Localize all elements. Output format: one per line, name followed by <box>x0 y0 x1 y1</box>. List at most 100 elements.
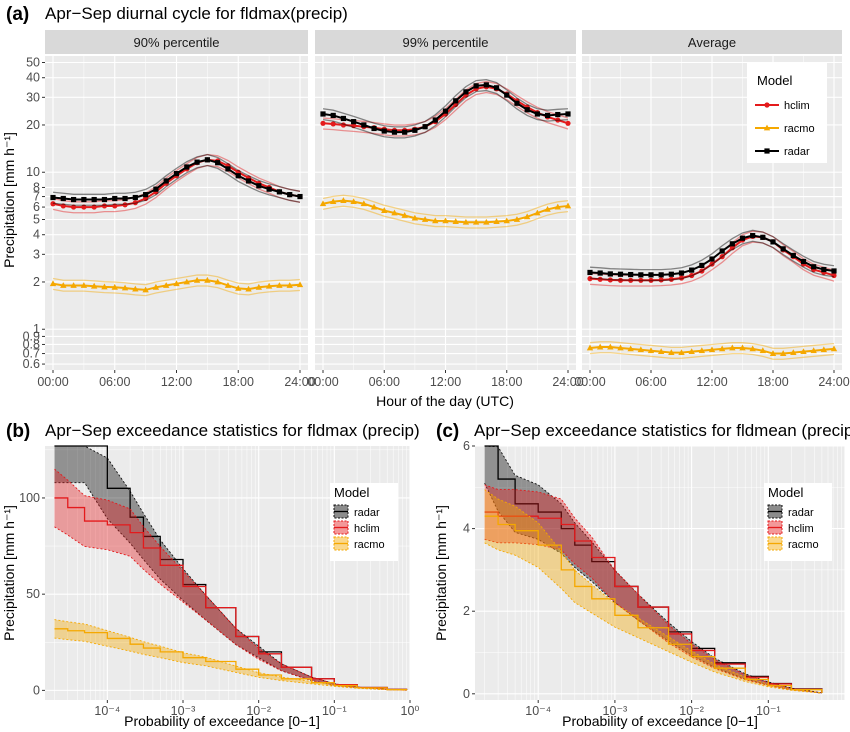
series-radar-point <box>821 266 827 273</box>
series-racmo-point <box>779 350 787 356</box>
series-radar-point <box>297 193 303 200</box>
series-hclim-point <box>607 277 613 283</box>
series-hclim-point <box>91 204 97 210</box>
series-racmo-point <box>401 212 408 218</box>
series-radar-point <box>381 128 387 134</box>
y-tick-label: 4 <box>463 522 470 536</box>
series-racmo-point <box>193 276 201 283</box>
series-racmo-point <box>637 346 645 353</box>
series-hclim-point <box>330 121 336 127</box>
series-radar-point <box>361 122 367 128</box>
series-radar-point <box>245 178 252 184</box>
series-hclim-point <box>60 203 66 209</box>
ensemble-member-line <box>322 78 569 128</box>
series-radar-point <box>225 166 231 172</box>
facet-strip-label: 99% percentile <box>403 35 489 50</box>
legend-key-point <box>764 148 770 154</box>
series-radar-point <box>750 232 756 239</box>
series-radar-point <box>689 267 695 273</box>
series-hclim-point <box>628 277 634 283</box>
series-racmo-point <box>370 203 378 210</box>
series-radar-point <box>442 108 449 114</box>
series-hclim-point <box>50 201 56 207</box>
series-radar-point <box>790 252 796 259</box>
series-racmo <box>586 341 838 360</box>
series-racmo-point <box>204 276 211 283</box>
series-radar-point <box>811 264 817 270</box>
series-racmo-point <box>265 282 273 289</box>
series-radar-point <box>760 234 766 240</box>
legend-label: hclim <box>788 523 814 535</box>
series-racmo-point <box>607 343 614 350</box>
legend-label: radar <box>354 507 380 519</box>
y-tick-label: 5 <box>33 212 40 226</box>
series-racmo-point <box>718 345 726 352</box>
series-radar-point <box>132 194 138 201</box>
panel-a-title: Apr−Sep diurnal cycle for fldmax(precip) <box>45 4 348 23</box>
series-racmo <box>54 619 408 691</box>
series-radar-point <box>565 111 571 117</box>
series-radar-point <box>668 271 674 277</box>
series-racmo-point <box>183 278 190 285</box>
series-line <box>54 497 408 691</box>
panel-a-plot: 90% percentile 00:00 06:00 12:00 18:00 24:00 9… <box>23 30 850 389</box>
series-radar-point <box>432 117 438 123</box>
series-hclim-point <box>101 203 108 209</box>
band-lower-edge <box>54 482 407 691</box>
series-hclim-point <box>565 120 571 126</box>
series-radar-point <box>143 192 149 198</box>
series-racmo-point <box>286 282 293 288</box>
y-tick-label: 20 <box>26 118 40 132</box>
x-tick-label: 18:00 <box>223 375 254 389</box>
facet-strip <box>582 30 842 54</box>
x-tick-label: 10⁻² <box>246 704 271 718</box>
uncertainty-band <box>484 489 822 694</box>
panel-b-ylabel: Precipitation [mm h⁻¹] <box>1 505 17 641</box>
band-lower-edge <box>484 482 822 694</box>
series-radar-point <box>60 195 66 202</box>
series-radar-point <box>256 183 262 189</box>
facet-strip <box>315 30 576 54</box>
y-tick-label: 50 <box>26 587 40 601</box>
series-line <box>484 515 823 693</box>
panel-b-label: (b) <box>6 421 30 442</box>
x-tick-label: 10⁻³ <box>171 704 196 718</box>
series-racmo-point <box>678 349 685 355</box>
series-radar-point <box>678 270 685 276</box>
series-radar-point <box>831 268 837 274</box>
band-lower-edge <box>484 542 822 694</box>
legend-label: hclim <box>354 523 380 535</box>
ensemble-member-line <box>589 352 835 360</box>
series-racmo-point <box>60 282 67 288</box>
y-tick-label: 100 <box>19 491 40 505</box>
series-racmo-point <box>90 282 98 289</box>
x-tick-label: 24:00 <box>552 375 583 389</box>
facet-strip-label: 90% percentile <box>134 35 220 50</box>
band-upper-edge <box>484 484 822 694</box>
series-racmo-point <box>101 283 108 290</box>
series-hclim-point <box>648 277 654 283</box>
series-racmo-point <box>617 344 624 351</box>
series-radar-point <box>215 160 221 166</box>
panel-c-xlabel: Probability of exceedance [0−1] <box>562 713 758 729</box>
series-radar-point <box>699 262 705 269</box>
series-radar-point <box>555 111 561 118</box>
series-racmo-point <box>586 344 594 351</box>
ensemble-member-line <box>52 164 301 214</box>
series-racmo <box>319 194 572 229</box>
uncertainty-band <box>54 619 407 691</box>
series-radar-point <box>534 111 540 117</box>
series-radar-point <box>524 107 530 113</box>
series-hclim-point <box>587 276 593 282</box>
series-hclim-point <box>597 276 603 282</box>
y-tick-label: 4 <box>33 228 40 242</box>
series-hclim-point <box>709 261 715 267</box>
ensemble-member-line <box>322 194 569 218</box>
series-racmo-point <box>296 281 304 288</box>
legend-title: Model <box>334 485 370 500</box>
series-racmo-point <box>534 209 541 216</box>
series-radar-point <box>81 196 87 203</box>
series-radar-point <box>473 83 479 89</box>
y-tick-label: 0 <box>33 683 40 697</box>
series-radar-point <box>173 171 180 177</box>
